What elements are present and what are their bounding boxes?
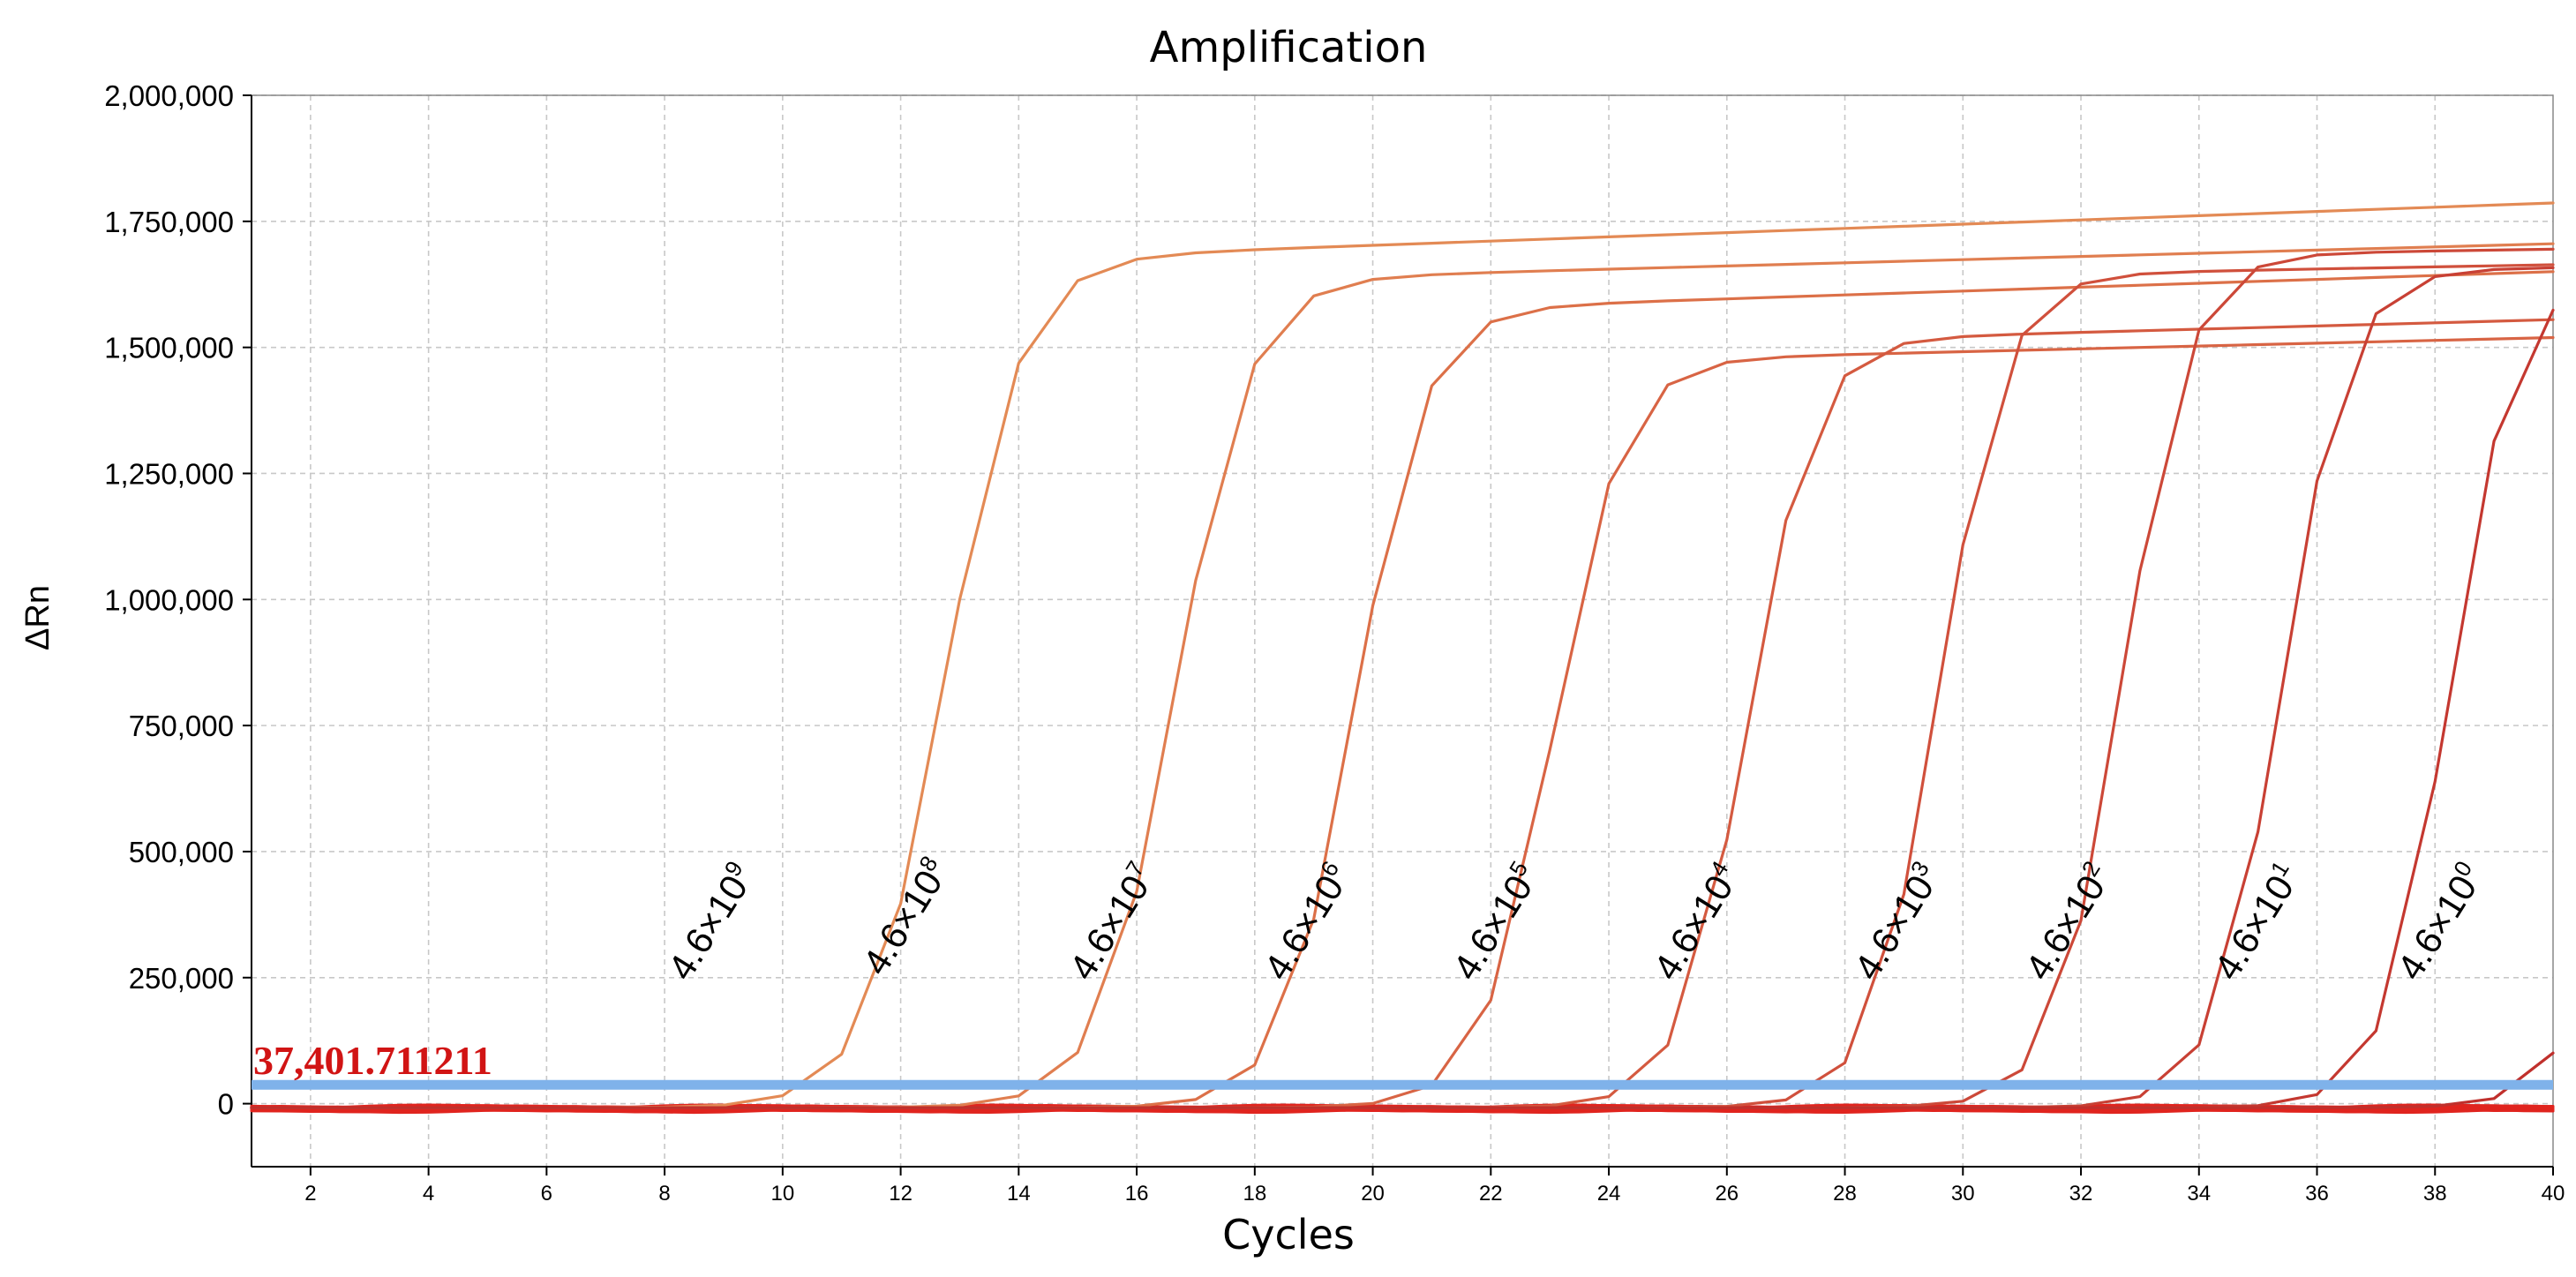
x-tick-label: 36 bbox=[2305, 1182, 2329, 1206]
amplification-curve bbox=[250, 266, 2555, 1109]
x-tick-label: 20 bbox=[1361, 1182, 1385, 1206]
x-tick-label: 32 bbox=[2069, 1182, 2093, 1206]
x-axis-label: Cycles bbox=[1222, 1211, 1355, 1258]
x-tick-label: 6 bbox=[541, 1182, 552, 1206]
y-tick-label: 1,250,000 bbox=[104, 457, 234, 490]
y-tick-label: 2,000,000 bbox=[104, 79, 234, 112]
x-tick-label: 40 bbox=[2542, 1182, 2565, 1206]
amplification-curve bbox=[250, 335, 2555, 1109]
plot-frame bbox=[251, 94, 2554, 1168]
x-tick-label: 38 bbox=[2423, 1182, 2447, 1206]
series-label: 4.6×108 bbox=[853, 851, 958, 981]
amplification-curve bbox=[250, 318, 2555, 1109]
y-tick-label: 500,000 bbox=[129, 836, 234, 868]
y-tick-label: 1,500,000 bbox=[104, 332, 234, 364]
threshold: 37,401.711211 bbox=[252, 1038, 2553, 1090]
y-tick-label: 1,750,000 bbox=[104, 206, 234, 238]
amplification-curve bbox=[250, 201, 2555, 1109]
x-tick-label: 34 bbox=[2187, 1182, 2211, 1206]
x-tick-label: 18 bbox=[1243, 1182, 1266, 1206]
amplification-curves bbox=[250, 201, 2555, 1109]
series-label: 4.6×109 bbox=[658, 856, 762, 987]
series-labels: 4.6×109 4.6×108 4.6×107 4.6×106 4.6×105 4.6×1… bbox=[658, 851, 2485, 987]
x-tick-label: 22 bbox=[1479, 1182, 1503, 1206]
amplification-curve bbox=[250, 247, 2555, 1109]
x-tick-label: 24 bbox=[1597, 1182, 1621, 1206]
series-label: 4.6×104 bbox=[1644, 856, 1748, 987]
x-tick-label: 2 bbox=[304, 1182, 316, 1206]
series-label: 4.6×102 bbox=[2016, 856, 2120, 987]
x-tick-label: 12 bbox=[889, 1182, 912, 1206]
y-tick-label: 750,000 bbox=[129, 710, 234, 742]
x-tick-label: 14 bbox=[1007, 1182, 1031, 1206]
series-label: 4.6×106 bbox=[1254, 856, 1358, 987]
y-tick-label: 250,000 bbox=[129, 962, 234, 995]
y-tick-label: 1,000,000 bbox=[104, 583, 234, 616]
x-tick-label: 4 bbox=[423, 1182, 434, 1206]
x-tick-label: 8 bbox=[658, 1182, 670, 1206]
series-label: 4.6×103 bbox=[1844, 856, 1949, 987]
x-tick-label: 16 bbox=[1125, 1182, 1149, 1206]
amplification-curve bbox=[250, 308, 2555, 1109]
x-tick-label: 10 bbox=[770, 1182, 794, 1206]
series-label: 4.6×101 bbox=[2204, 856, 2309, 987]
x-tick-label: 28 bbox=[1833, 1182, 1857, 1206]
series-label: 4.6×105 bbox=[1443, 856, 1547, 987]
tick-labels: 0 250,000 500,000 750,000 1,000,000 1,250,000… bbox=[104, 79, 2565, 1206]
grid bbox=[252, 94, 2553, 1167]
axes bbox=[251, 94, 2554, 1168]
series-label: 4.6×107 bbox=[1060, 856, 1164, 987]
amplification-curve bbox=[250, 1051, 2555, 1109]
y-axis-label: ΔRn bbox=[19, 585, 56, 650]
x-tick-label: 26 bbox=[1715, 1182, 1739, 1206]
amplification-curve bbox=[250, 263, 2555, 1109]
amplification-curve bbox=[250, 270, 2555, 1109]
chart-title: Amplification bbox=[1150, 23, 1428, 72]
threshold-value-label: 37,401.711211 bbox=[253, 1038, 492, 1083]
x-tick-label: 30 bbox=[1951, 1182, 1975, 1206]
y-tick-label: 0 bbox=[218, 1088, 234, 1121]
